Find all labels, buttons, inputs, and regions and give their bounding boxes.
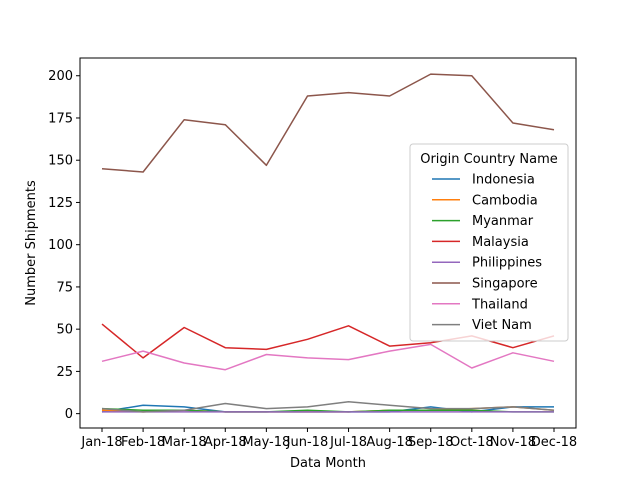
- y-tick-label: 0: [65, 407, 73, 422]
- legend: Origin Country Name Indonesia Cambodia Myan…: [409, 143, 569, 342]
- legend-box: [409, 143, 569, 342]
- x-tick-label: Aug-18: [366, 435, 413, 450]
- x-tick-label: Feb-18: [121, 435, 165, 450]
- y-tick-label: 75: [56, 280, 73, 295]
- legend-label: Indonesia: [472, 173, 535, 188]
- legend-label: Myanmar: [472, 214, 534, 229]
- plot-area: [101, 73, 555, 413]
- legend-label: Cambodia: [472, 193, 538, 208]
- x-tick-label: Jun-18: [286, 435, 329, 450]
- y-tick-label: 25: [56, 365, 73, 380]
- y-axis-label: Number Shipments: [24, 180, 39, 306]
- series-line-thailand: [101, 343, 555, 371]
- x-tick-label: Jan-18: [80, 435, 122, 450]
- x-tick-label: May-18: [242, 435, 290, 450]
- x-tick-label: Apr-18: [204, 435, 247, 450]
- axes-frame: [79, 57, 577, 429]
- series-line-singapore: [101, 73, 555, 173]
- x-axis-label: Data Month: [290, 456, 366, 471]
- legend-label: Malaysia: [472, 235, 529, 250]
- y-tick-label: 200: [48, 69, 73, 84]
- legend-label: Philippines: [472, 256, 542, 271]
- x-tick-label: Mar-18: [162, 435, 207, 450]
- legend-label: Viet Nam: [472, 318, 532, 333]
- y-tick-label: 100: [48, 238, 73, 253]
- y-axis: 0 25 50 75 100 125 150 175 200: [48, 69, 80, 422]
- x-tick-label: Jul-18: [329, 435, 367, 450]
- x-tick-label: Oct-18: [450, 435, 494, 450]
- series-line-viet-nam: [101, 401, 555, 413]
- legend-label: Singapore: [472, 277, 538, 292]
- legend-title: Origin Country Name: [420, 152, 558, 167]
- x-tick-label: Nov-18: [490, 435, 536, 450]
- y-tick-label: 150: [48, 154, 73, 169]
- y-tick-label: 50: [56, 323, 73, 338]
- x-tick-label: Dec-18: [531, 435, 577, 450]
- legend-label: Thailand: [471, 297, 528, 312]
- y-tick-label: 175: [48, 111, 73, 126]
- y-tick-label: 125: [48, 196, 73, 211]
- x-tick-label: Sep-18: [408, 435, 454, 450]
